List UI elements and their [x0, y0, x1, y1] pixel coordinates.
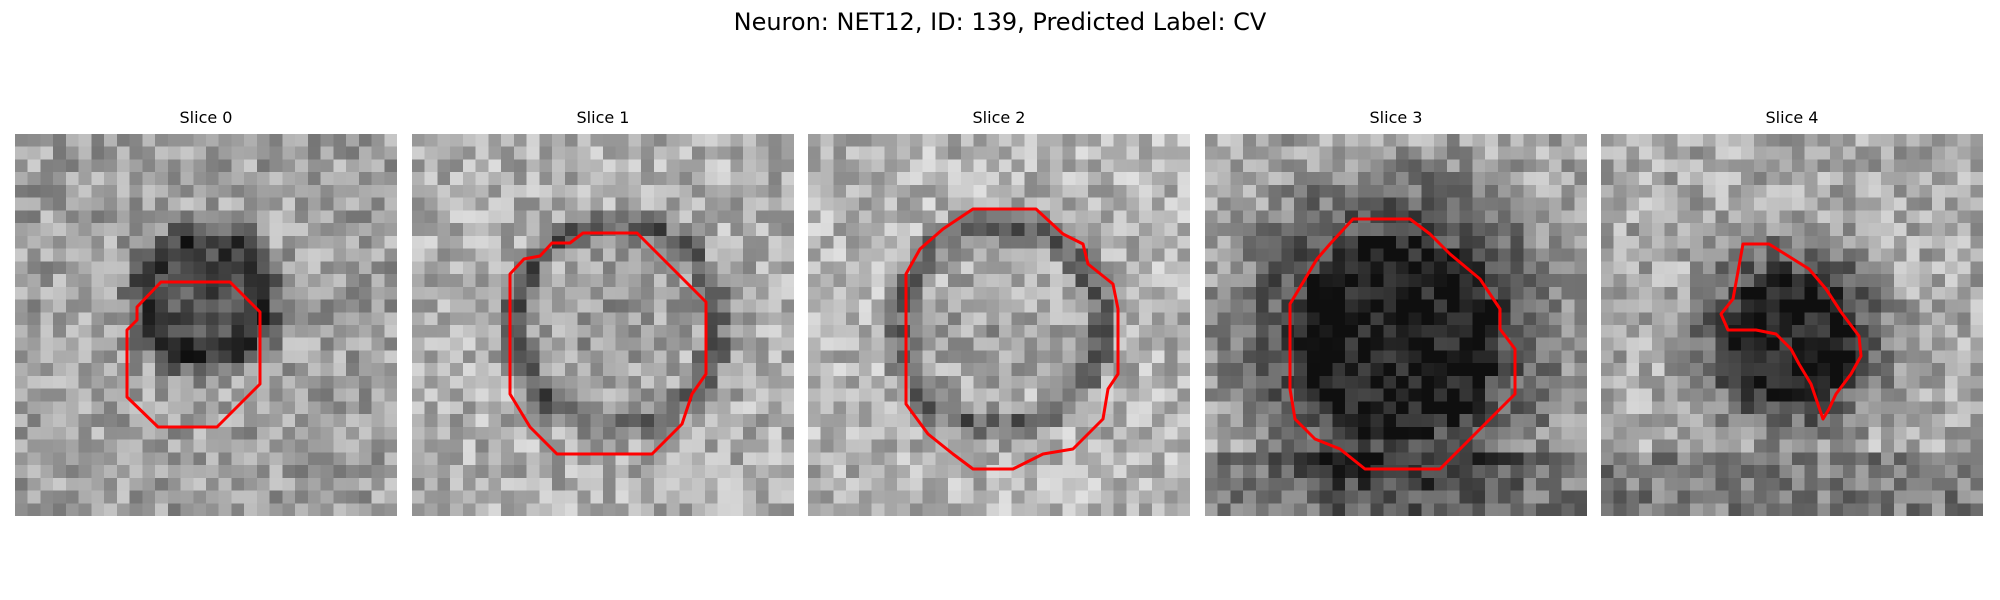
grayscale-patch	[1601, 134, 1983, 516]
grayscale-patch	[808, 134, 1190, 516]
segmentation-contour	[1288, 217, 1517, 471]
slice-image	[15, 134, 397, 516]
grayscale-patch	[15, 134, 397, 516]
grayscale-patch	[1205, 134, 1587, 516]
segmentation-contour	[1719, 242, 1863, 421]
slice-title: Slice 1	[576, 108, 630, 127]
slice-title: Slice 4	[1765, 108, 1819, 127]
slice-image	[1205, 134, 1587, 516]
slice-image	[412, 134, 794, 516]
segmentation-contour	[904, 207, 1120, 471]
figure-title: Neuron: NET12, ID: 139, Predicted Label:…	[733, 8, 1267, 36]
slice-title: Slice 3	[1369, 108, 1423, 127]
slice-image	[808, 134, 1190, 516]
segmentation-contour	[125, 280, 262, 429]
slice-title: Slice 0	[179, 108, 233, 127]
grayscale-patch	[412, 134, 794, 516]
slice-title: Slice 2	[972, 108, 1026, 127]
segmentation-contour	[508, 231, 708, 456]
slice-image	[1601, 134, 1983, 516]
